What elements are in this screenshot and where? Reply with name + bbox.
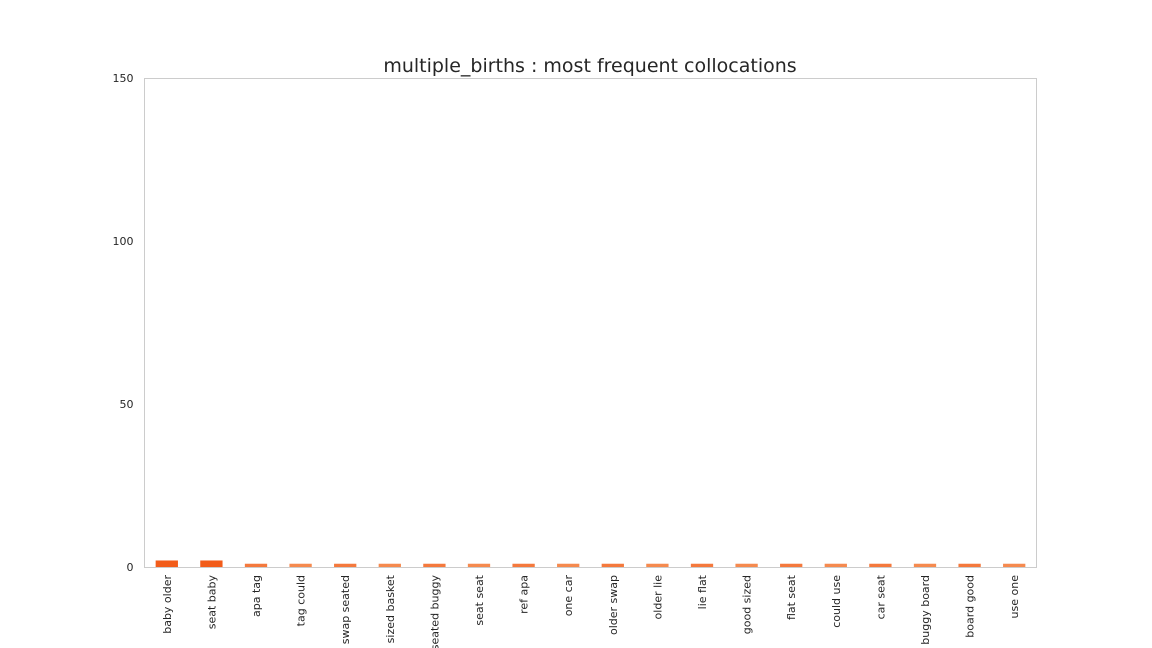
x-tick-label: seated buggy (428, 575, 441, 648)
bar-ref-apa (512, 563, 535, 567)
bar-apa-tag (244, 563, 268, 567)
bar-sized-basket (378, 563, 401, 567)
bar-use-one (1003, 563, 1026, 567)
bar-buggy-board (913, 563, 937, 567)
x-tick-label: apa tag (250, 575, 263, 617)
bar-flat-seat (780, 563, 803, 567)
x-tick-label: swap seated (339, 575, 352, 644)
bar-board-good (958, 563, 981, 567)
x-tick-label: older swap (607, 575, 620, 635)
bar-good-sized (735, 563, 758, 567)
y-tick-label: 150 (113, 72, 134, 85)
chart-title: multiple_births : most frequent collocat… (383, 55, 796, 77)
x-tick-label: lie flat (696, 574, 709, 609)
x-tick-label: car seat (874, 574, 887, 619)
x-tick-label: board good (964, 575, 977, 638)
bar-could-use (824, 563, 847, 567)
bar-lie-flat (690, 563, 714, 567)
bar-one-car (557, 563, 580, 567)
bar-older-swap (601, 563, 624, 567)
bars-layer (155, 560, 1026, 567)
x-tick-label: good sized (741, 575, 754, 634)
x-tick-label: buggy board (919, 575, 932, 645)
plot-frame (144, 78, 1037, 568)
x-tick-label: ref apa (518, 575, 531, 614)
bar-seat-baby (200, 560, 223, 567)
bar-baby-older (155, 560, 178, 567)
y-tick-label: 50 (120, 398, 134, 411)
x-tick-label: sized basket (384, 574, 397, 643)
x-axis: baby older seat baby apa tag tag could swap … (161, 574, 1021, 648)
x-tick-label: use one (1008, 575, 1021, 619)
bar-seated-buggy (423, 563, 446, 567)
x-tick-label: flat seat (785, 574, 798, 620)
x-tick-label: one car (562, 575, 575, 617)
x-tick-label: seat seat (473, 574, 486, 625)
x-tick-label: seat baby (205, 575, 218, 630)
x-tick-label: baby older (161, 575, 174, 634)
bar-tag-could (289, 563, 312, 567)
bar-older-lie (646, 563, 669, 567)
bar-car-seat (869, 563, 892, 567)
y-tick-label: 0 (127, 561, 134, 574)
x-tick-label: could use (830, 575, 843, 628)
y-tick-label: 100 (113, 235, 134, 248)
y-axis: 0 50 100 150 (113, 72, 134, 574)
x-tick-label: tag could (295, 575, 308, 626)
x-tick-label: older lie (651, 575, 664, 620)
bar-swap-seated (334, 563, 357, 567)
bar-seat-seat (467, 563, 491, 567)
